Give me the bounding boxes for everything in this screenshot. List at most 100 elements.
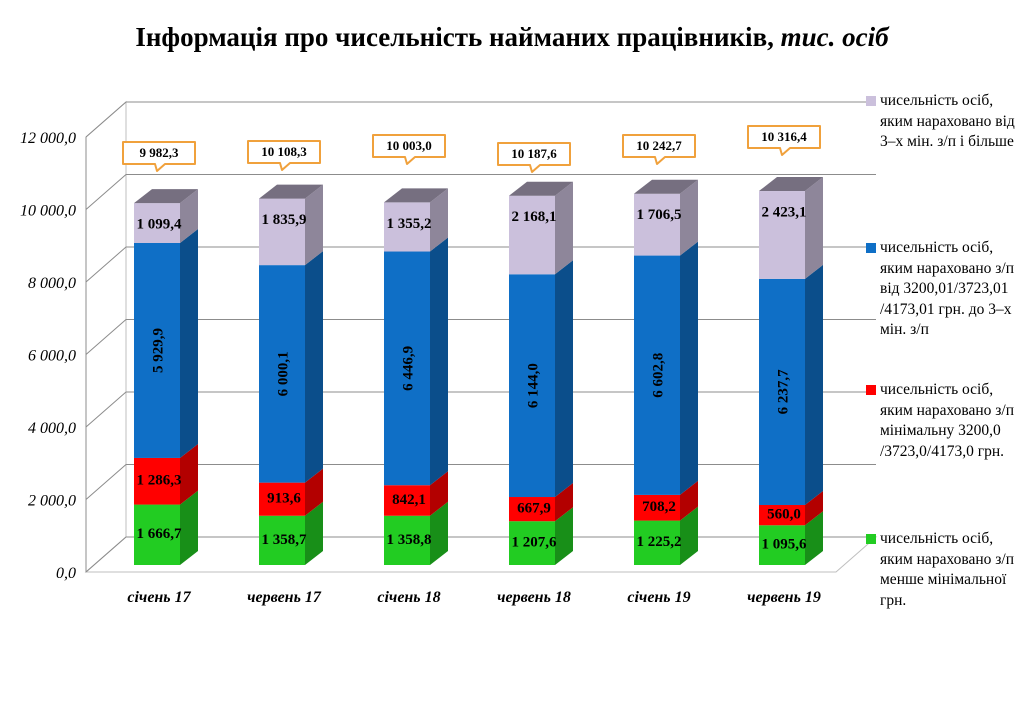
total-callout: 10 187,6	[497, 142, 571, 173]
data-label: 842,1	[392, 492, 426, 508]
x-tick-label: червень 17	[247, 589, 322, 606]
floor	[84, 536, 878, 573]
bar-segment-side	[180, 228, 198, 458]
data-label: 1 358,8	[387, 532, 432, 548]
x-tick-label: червень 18	[497, 589, 571, 606]
bar-segment-side	[805, 264, 823, 505]
bar-segment-front	[384, 485, 430, 516]
total-callout: 10 003,0	[372, 134, 446, 165]
bar-segment-side	[680, 241, 698, 495]
legend-label: чисельність осіб, яким нараховано від 3–…	[880, 92, 1015, 150]
callout-box	[497, 142, 571, 173]
data-label: 913,6	[267, 491, 301, 507]
legend-item-min-wage: чисельність осіб, яким нараховано з/п мі…	[866, 380, 1024, 462]
chart-title-unit: тис. осіб	[780, 22, 889, 52]
data-label: 2 168,1	[512, 209, 557, 225]
data-label: 6 602,8	[650, 353, 666, 398]
bar-segment-side	[180, 490, 198, 565]
data-label: 1 286,3	[137, 473, 182, 489]
total-callout: 10 242,7	[622, 134, 696, 165]
x-tick-label: січень 18	[377, 589, 440, 606]
bar-segment-front	[384, 515, 430, 565]
total-label: 9 982,3	[140, 145, 180, 160]
bar-segment-side	[555, 260, 573, 498]
total-label: 10 316,4	[761, 129, 807, 144]
bar-segment-front	[134, 242, 180, 458]
bar-segment-front	[759, 525, 805, 565]
bar-segment-front	[259, 515, 305, 565]
data-label: 1 666,7	[137, 526, 183, 542]
y-tick-label: 0,0	[56, 565, 76, 582]
total-label: 10 003,0	[386, 138, 432, 153]
data-label: 1 207,6	[512, 535, 558, 551]
bar-segment-front	[634, 494, 680, 521]
bar-segment-front	[509, 195, 555, 275]
bar-segment-front	[384, 202, 430, 252]
total-callout: 10 108,3	[247, 140, 321, 171]
legend-swatch	[866, 534, 876, 544]
bar-segment-front	[134, 457, 180, 505]
callout-box	[247, 140, 321, 171]
callout-box	[747, 125, 821, 156]
total-callout: 10 316,4	[747, 125, 821, 156]
y-tick-label: 12 000,0	[20, 130, 76, 147]
gridline	[85, 536, 876, 573]
bar-segment-side	[305, 501, 323, 565]
bar-segment-front	[384, 251, 430, 486]
bar-segment-side	[305, 251, 323, 483]
bar-segment-side	[180, 189, 198, 243]
legend-swatch	[866, 385, 876, 395]
gridline	[85, 464, 876, 500]
data-label: 2 423,1	[762, 204, 807, 220]
bar-segment-side	[430, 188, 448, 252]
y-tick-label: 8 000,0	[28, 275, 76, 292]
x-tick-label: січень 19	[627, 589, 690, 606]
y-tick-label: 6 000,0	[28, 348, 76, 365]
data-label: 5 929,9	[150, 328, 166, 373]
bar-top	[759, 177, 823, 192]
bar-segment-side	[680, 506, 698, 565]
bar-segment-side	[555, 507, 573, 565]
legend-item-from-min-to-3-min-wage: чисельність осіб, яким нараховано з/п ві…	[866, 238, 1024, 341]
bar-top	[509, 181, 573, 196]
bar-segment-side	[680, 179, 698, 256]
bar-segment-front	[259, 265, 305, 483]
data-label: 6 237,7	[775, 369, 791, 415]
data-label: 560,0	[767, 507, 801, 523]
bar-segment-front	[259, 482, 305, 516]
data-label: 6 446,9	[400, 346, 416, 391]
bar-segment-side	[180, 443, 198, 505]
gridline	[85, 319, 876, 355]
gridline	[85, 174, 876, 210]
data-label: 6 000,1	[275, 351, 291, 396]
data-label: 1 355,2	[387, 216, 432, 232]
bar-segment-side	[805, 490, 823, 526]
bar-segment-side	[555, 483, 573, 522]
data-label: 1 358,7	[262, 532, 308, 548]
data-label: 708,2	[642, 499, 676, 515]
bar-segment-side	[305, 184, 323, 266]
bar-segment-front	[634, 193, 680, 256]
gridline	[85, 391, 876, 428]
y-tick-label: 10 000,0	[20, 203, 76, 220]
legend-swatch	[866, 243, 876, 253]
bar-segment-side	[430, 471, 448, 516]
bar-top	[134, 189, 198, 204]
bar-segment-front	[509, 274, 555, 498]
bar-segment-front	[134, 504, 180, 565]
legend-label: чисельність осіб, яким нараховано з/п мі…	[880, 381, 1014, 460]
data-label: 1 095,6	[762, 537, 808, 553]
legend-label: чисельність осіб, яким нараховано з/п ві…	[880, 239, 1014, 338]
bar-segment-front	[134, 203, 180, 243]
data-label: 1 706,5	[637, 207, 682, 223]
bar-segment-front	[509, 497, 555, 522]
bar-segment-side	[305, 468, 323, 516]
bar-segment-side	[680, 480, 698, 521]
total-callout: 9 982,3	[122, 141, 196, 172]
bar-segment-side	[430, 501, 448, 565]
gridline	[85, 101, 876, 138]
bar-segment-front	[634, 255, 680, 495]
data-label: 1 099,4	[137, 217, 183, 233]
chart-title-main: Інформація про чисельність найманих прац…	[135, 22, 774, 52]
